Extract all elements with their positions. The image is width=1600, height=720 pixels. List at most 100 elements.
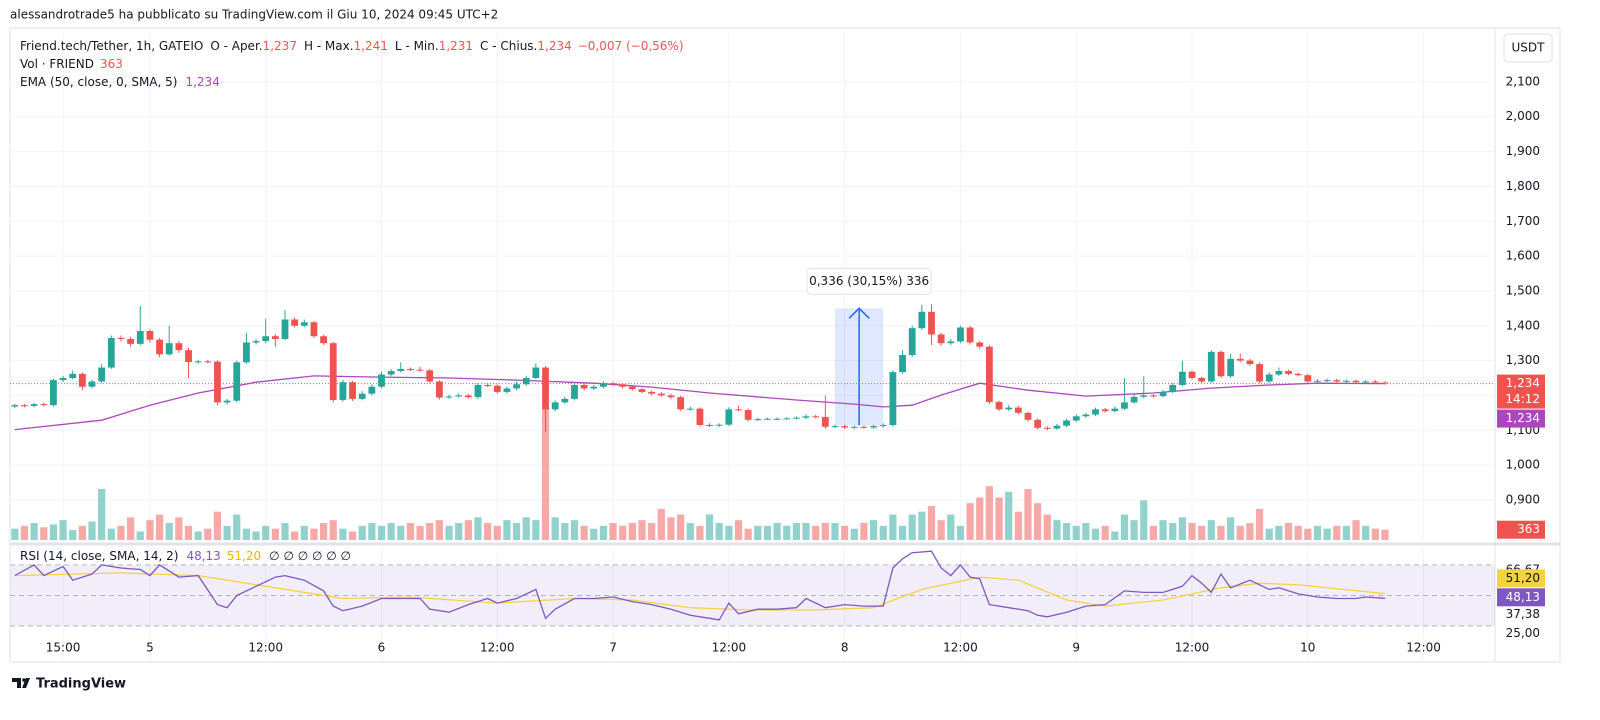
y-tick-label: 1,400 [1506,318,1540,332]
volume-bar [898,525,907,540]
candle-body [223,400,231,403]
candle-body [677,397,685,410]
volume-bar [117,525,125,540]
volume-bar [1265,528,1273,540]
volume-bar [1227,517,1235,540]
candle-body [1236,358,1244,361]
legend: RSI (14, close, SMA, 14, 2) 48,13 51,20 ∅ ∅… [20,549,351,563]
candle-body [764,418,771,420]
candle-body [1294,373,1302,376]
volume-price-box [1497,520,1545,539]
candle-body [1256,364,1263,382]
candle-body [551,402,559,410]
candle-body [329,343,337,400]
volume-bar [860,523,868,540]
volume-bar [49,524,58,540]
volume-bar [609,523,617,540]
x-tick-label: 12:00 [248,641,283,655]
legend-item: 363 [100,57,123,71]
x-tick-label: 12:00 [1175,641,1210,655]
volume-bar [976,497,984,540]
volume-bar [40,527,48,540]
candle-body [793,417,800,419]
volume-bar [580,525,588,540]
volume-bar [1333,525,1341,540]
candle-body [561,398,569,403]
volume-bar [1294,525,1302,540]
legend-item: Vol · FRIEND [20,57,94,71]
y-tick-label: 0,900 [1506,492,1540,506]
volume-bar [281,523,289,540]
legend-item: 1,234 [185,75,219,89]
volume-bar [657,508,665,540]
candle-body [50,380,57,406]
volume-bar [1217,525,1225,540]
y-tick-label: 1,600 [1506,249,1540,263]
x-tick-label: 7 [609,641,617,655]
volume-bar [802,523,810,540]
candle-body [783,418,791,420]
volume-bar [869,520,878,540]
candle-body [435,381,443,398]
volume-bar [686,523,694,540]
candle-body [320,336,327,344]
legend-item: O - Aper. [210,39,262,53]
volume-bar [1149,525,1158,540]
candle-body [590,386,598,389]
volume-bar [107,528,115,540]
volume-bar [1352,520,1360,540]
legend-item: −0,007 (−0,56%) [578,39,684,53]
rsi-line [14,550,1386,621]
volume-bar [1101,525,1109,540]
candle-body [127,338,135,344]
volume-bar [204,528,212,540]
x-tick-label: 12:00 [1406,641,1441,655]
volume-bar [474,517,482,540]
candle-body [1130,396,1138,403]
candle-body [821,417,829,427]
candle-body [1198,378,1206,382]
legend: Vol · FRIEND 363 [20,57,123,71]
candle-body [735,409,742,411]
volume-bar [271,528,279,540]
volume-bar [966,503,974,540]
candle-body [879,425,887,427]
candle-body [493,385,501,392]
currency[interactable]: USDT [1512,41,1546,55]
measure-arrow-head [848,307,870,319]
volume-bar [590,528,598,540]
volume-bar [223,525,231,540]
volume-bar [233,514,241,540]
volume-bar [889,514,897,540]
candle-body [214,361,221,403]
candle-body [233,362,241,401]
candle-body [1121,402,1128,409]
candle-body [715,424,723,426]
volume-bar [522,517,530,540]
candle-body [995,402,1003,410]
candle-body [542,367,549,410]
candle-body [532,367,540,379]
volume-bar [1120,514,1129,540]
legend-item: 51,20 [227,549,261,563]
volume-bar [831,523,839,540]
volume-bar [705,514,714,540]
candle-body [1159,391,1167,397]
candle-body [1188,371,1196,379]
candle-body [146,330,154,340]
volume-bar [484,523,492,540]
candle-body [899,355,906,373]
currency-button[interactable] [1503,33,1553,63]
volume-bar [503,520,511,540]
volume-bar [1275,525,1283,540]
volume-bar [561,523,569,540]
rsi-ma-line [14,572,1386,611]
volume-bar [1371,528,1379,540]
header: alessandrotrade5 ha pubblicato su Tradin… [10,8,498,22]
legend-item: 1,231 [439,39,473,53]
candle-body [976,342,984,347]
volume-bar [377,525,386,540]
volume-bar [464,520,472,540]
candle-body [117,337,125,339]
